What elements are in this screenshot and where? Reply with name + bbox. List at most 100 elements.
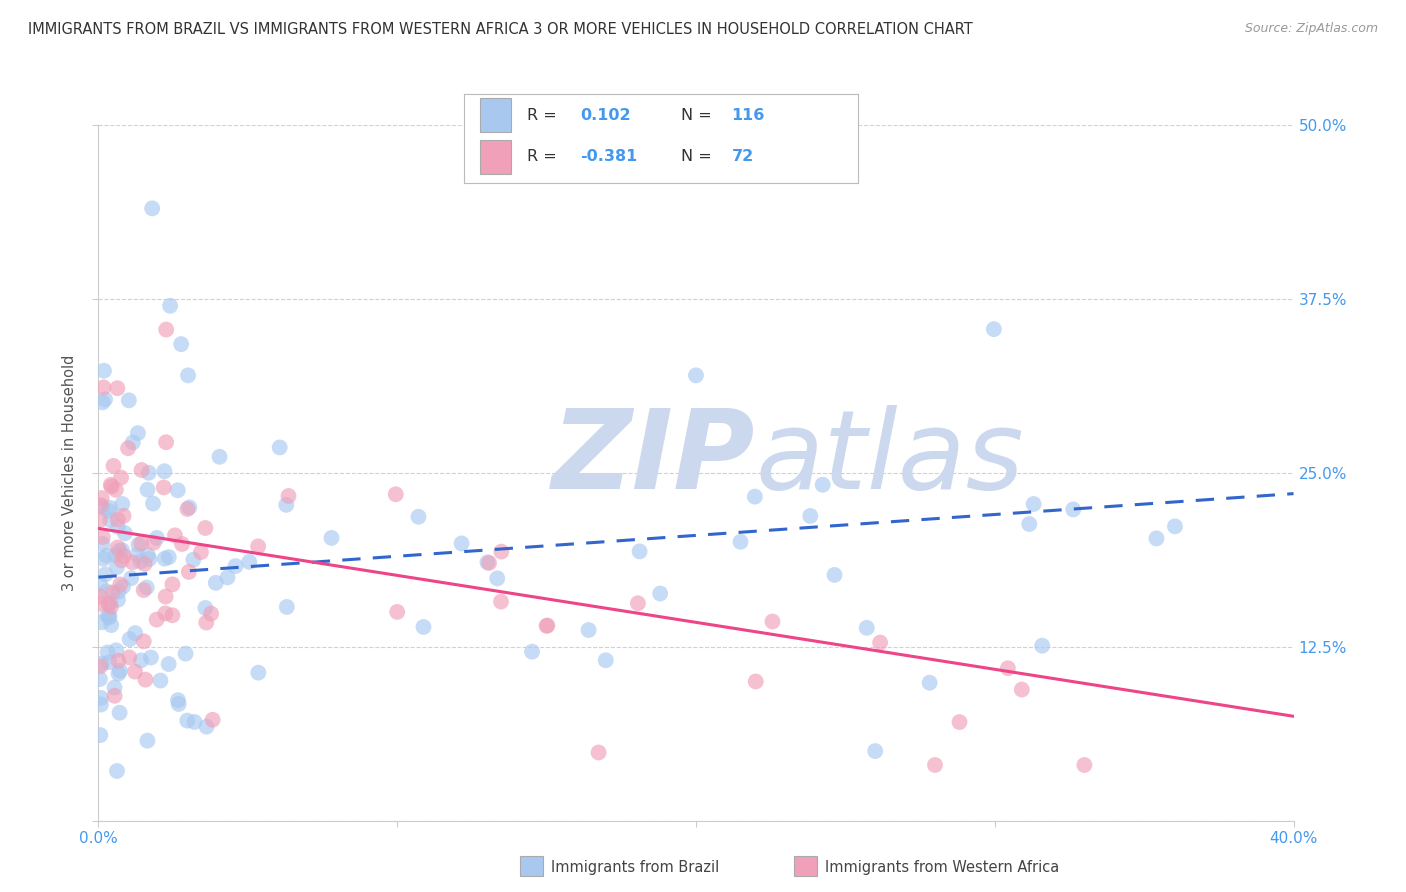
Point <box>177 368 200 383</box>
Point <box>103 681 125 695</box>
Point <box>98 500 121 515</box>
Text: 72: 72 <box>731 150 754 164</box>
Point <box>181 552 204 566</box>
Point <box>89 659 111 673</box>
Point <box>157 550 180 565</box>
Point <box>105 381 128 395</box>
Point <box>745 674 768 689</box>
Point <box>811 477 834 491</box>
Point <box>132 634 155 648</box>
Point <box>121 555 143 569</box>
Text: atlas: atlas <box>756 405 1025 512</box>
Point <box>195 615 218 630</box>
Bar <box>479 140 512 174</box>
Point <box>108 544 131 558</box>
Point <box>997 661 1019 675</box>
Point <box>477 555 499 569</box>
Point <box>948 714 970 729</box>
Point <box>100 479 122 493</box>
Point <box>628 544 651 558</box>
Point <box>174 647 197 661</box>
Point <box>627 596 650 610</box>
Point <box>650 586 672 600</box>
Point <box>983 322 1005 336</box>
Point <box>136 548 159 562</box>
Point <box>124 626 146 640</box>
Point <box>170 337 193 351</box>
Point <box>276 498 298 512</box>
Point <box>155 607 177 621</box>
Point <box>100 618 122 632</box>
Point <box>124 665 146 679</box>
Point <box>134 557 156 571</box>
Point <box>136 483 159 497</box>
Point <box>112 549 135 563</box>
Point <box>190 545 212 559</box>
Point <box>1011 682 1033 697</box>
Point <box>1062 502 1084 516</box>
Point <box>385 605 409 619</box>
Point <box>225 559 247 574</box>
Point <box>238 555 260 569</box>
Point <box>200 607 222 621</box>
Point <box>217 570 239 584</box>
Point <box>108 706 131 720</box>
Point <box>277 489 299 503</box>
Text: 116: 116 <box>731 108 765 122</box>
Point <box>96 549 118 563</box>
Text: ZIP: ZIP <box>553 405 756 512</box>
Text: N =: N = <box>681 108 711 122</box>
Point <box>96 645 118 659</box>
Point <box>108 664 131 678</box>
Point <box>146 531 169 545</box>
Point <box>90 491 112 505</box>
Point <box>520 645 543 659</box>
Point <box>97 597 120 611</box>
Point <box>321 531 343 545</box>
Point <box>194 601 217 615</box>
Point <box>129 653 152 667</box>
Point <box>138 552 160 566</box>
Point <box>89 513 111 527</box>
Point <box>155 322 177 336</box>
Point <box>107 592 129 607</box>
Point <box>105 560 128 574</box>
Point <box>157 657 180 671</box>
Point <box>132 583 155 598</box>
Point <box>153 464 176 478</box>
Point <box>105 764 128 778</box>
Point <box>135 581 157 595</box>
Point <box>134 673 156 687</box>
Point <box>824 568 846 582</box>
Point <box>685 368 707 383</box>
Point <box>91 657 114 671</box>
Point <box>536 619 558 633</box>
Point <box>183 714 205 729</box>
Point <box>98 610 121 624</box>
Text: 0.102: 0.102 <box>581 108 631 122</box>
Point <box>536 618 558 632</box>
Point <box>90 690 112 705</box>
Point <box>98 655 121 669</box>
Point <box>142 496 165 510</box>
Point <box>100 599 122 614</box>
Point <box>127 538 149 552</box>
Point <box>89 590 111 604</box>
Point <box>176 714 198 728</box>
Point <box>118 650 141 665</box>
Point <box>177 565 200 579</box>
Point <box>90 498 112 512</box>
Point <box>105 643 128 657</box>
Point <box>744 490 766 504</box>
Point <box>578 623 600 637</box>
Point <box>91 530 114 544</box>
Point <box>384 487 406 501</box>
Point <box>107 541 129 555</box>
Point <box>89 597 111 611</box>
Point <box>138 466 160 480</box>
Text: N =: N = <box>681 150 711 164</box>
Point <box>194 521 217 535</box>
Point <box>761 615 783 629</box>
Point <box>269 441 291 455</box>
Point <box>107 520 129 534</box>
